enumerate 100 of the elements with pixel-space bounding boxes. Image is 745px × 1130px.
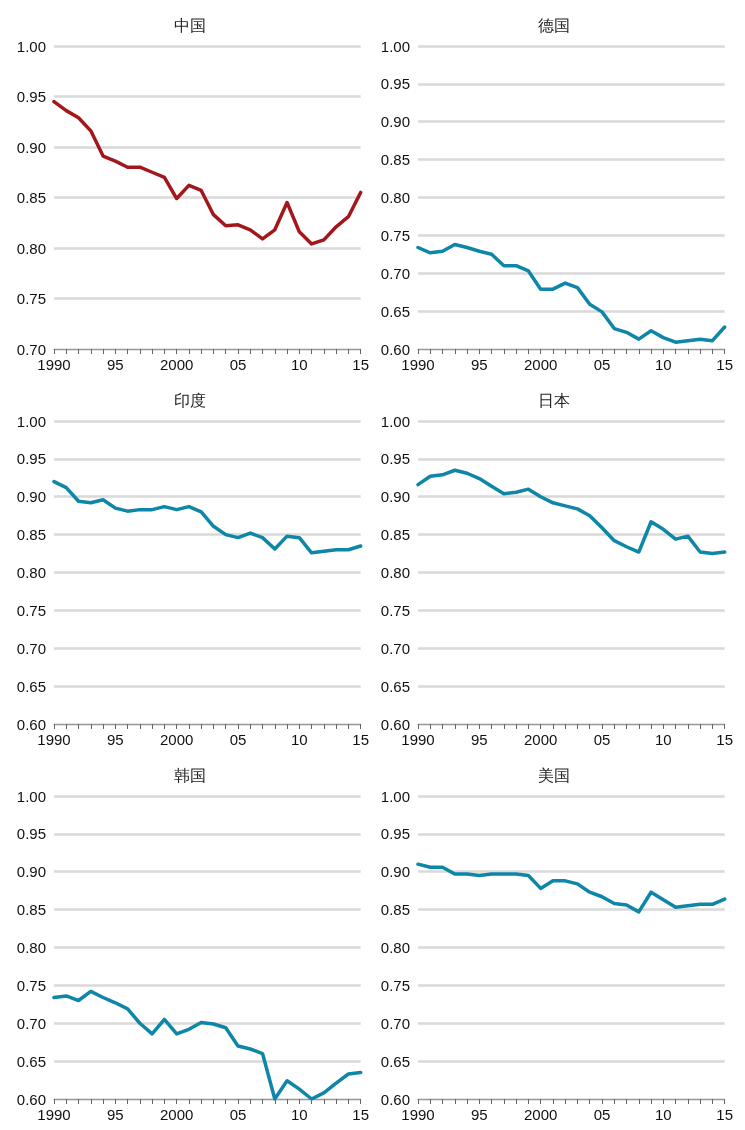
y-tick-label: 0.65: [380, 677, 410, 695]
x-tick-label: 95: [470, 731, 488, 748]
x-tick-label: 15: [716, 1106, 733, 1123]
x-tick-label: 95: [106, 731, 124, 748]
y-tick-label: 0.70: [16, 639, 46, 657]
line-series: [52, 479, 363, 555]
y-tick-label: 0.90: [16, 488, 46, 506]
x-tick-label: 2000: [159, 356, 194, 373]
line-series: [416, 242, 727, 344]
y-tick-label: 0.95: [16, 450, 46, 468]
y-tick-label: 0.95: [16, 88, 46, 105]
x-tick-label: 2000: [159, 1106, 194, 1123]
x-tick-label: 1990: [37, 356, 71, 373]
line-series: [52, 99, 363, 246]
x-tick-label: 10: [654, 731, 672, 748]
x-tick-label: 2000: [523, 356, 558, 373]
y-tick-label: 0.90: [380, 863, 410, 881]
x-tick-label: 10: [654, 1106, 672, 1123]
y-tick-label: 0.80: [380, 939, 410, 956]
y-tick-label: 0.70: [16, 1014, 46, 1032]
y-tick-label: 0.70: [380, 264, 410, 282]
y-tick-label: 0.80: [380, 189, 410, 206]
y-tick-label: 0.85: [16, 526, 46, 544]
chart-title: 韩国: [174, 766, 206, 784]
x-tick-label: 15: [352, 356, 369, 373]
y-tick-label: 1.00: [16, 412, 46, 430]
x-tick-label: 10: [290, 356, 308, 373]
y-tick-label: 0.95: [16, 825, 46, 843]
y-tick-label: 0.85: [380, 526, 410, 544]
x-tick-label: 15: [716, 731, 733, 748]
x-tick-label: 2000: [523, 731, 558, 748]
y-tick-label: 0.65: [16, 1052, 46, 1070]
y-tick-label: 0.60: [16, 715, 46, 733]
x-tick-label: 1990: [37, 731, 71, 748]
x-tick-label: 1990: [37, 1106, 71, 1123]
y-tick-label: 0.90: [16, 138, 46, 156]
y-tick-label: 0.60: [16, 1090, 46, 1108]
x-tick-label: 15: [716, 356, 733, 373]
y-tick-label: 1.00: [380, 37, 410, 55]
y-tick-label: 0.85: [16, 901, 46, 919]
x-tick-label: 05: [229, 356, 247, 373]
x-tick-label: 1990: [401, 1106, 435, 1123]
y-tick-label: 0.75: [16, 601, 46, 619]
y-tick-label: 0.95: [380, 825, 410, 843]
x-tick-label: 10: [654, 356, 672, 373]
y-tick-label: 0.60: [380, 1090, 410, 1108]
y-tick-label: 0.60: [380, 340, 410, 358]
y-tick-label: 0.80: [16, 564, 46, 581]
line-series: [416, 468, 727, 556]
chart-title: 印度: [174, 391, 206, 409]
y-tick-label: 1.00: [16, 37, 46, 55]
y-tick-label: 0.75: [16, 290, 46, 307]
y-tick-label: 0.90: [380, 488, 410, 506]
line-series: [52, 989, 363, 1101]
x-tick-label: 95: [106, 356, 124, 373]
x-tick-label: 05: [593, 356, 611, 373]
x-tick-label: 1990: [401, 356, 435, 373]
y-tick-label: 0.85: [380, 151, 410, 169]
y-tick-label: 0.85: [16, 189, 46, 206]
y-tick-label: 0.90: [380, 113, 410, 131]
x-tick-label: 05: [229, 1106, 247, 1123]
x-tick-label: 05: [593, 1106, 611, 1123]
chart-title: 美国: [538, 766, 570, 784]
y-tick-label: 0.80: [16, 239, 46, 257]
x-tick-label: 15: [352, 1106, 369, 1123]
y-tick-label: 0.75: [380, 601, 410, 619]
y-tick-label: 0.65: [380, 1052, 410, 1070]
x-tick-label: 10: [290, 1106, 308, 1123]
y-tick-label: 0.75: [380, 976, 410, 994]
x-tick-label: 05: [593, 731, 611, 748]
x-tick-label: 10: [290, 731, 308, 748]
y-tick-label: 0.80: [380, 564, 410, 581]
y-tick-label: 0.70: [16, 340, 46, 358]
y-tick-label: 0.65: [16, 677, 46, 695]
x-tick-label: 95: [470, 1106, 488, 1123]
y-tick-label: 1.00: [380, 787, 410, 805]
y-tick-label: 0.60: [380, 715, 410, 733]
chart-title: 德国: [538, 16, 570, 34]
y-tick-label: 0.90: [16, 863, 46, 881]
y-tick-label: 0.95: [380, 75, 410, 93]
y-tick-label: 0.95: [380, 450, 410, 468]
x-tick-label: 95: [470, 356, 488, 373]
y-tick-label: 1.00: [380, 412, 410, 430]
chart-title: 中国: [174, 16, 206, 34]
x-tick-label: 15: [352, 731, 369, 748]
y-tick-label: 0.80: [16, 939, 46, 956]
y-tick-label: 0.75: [16, 976, 46, 994]
x-tick-label: 2000: [523, 1106, 558, 1123]
line-series: [416, 862, 727, 914]
x-tick-label: 05: [229, 731, 247, 748]
x-tick-label: 2000: [159, 731, 194, 748]
y-tick-label: 0.70: [380, 1014, 410, 1032]
y-tick-label: 0.75: [380, 226, 410, 244]
chart-title: 日本: [538, 391, 570, 409]
y-tick-label: 0.70: [380, 639, 410, 657]
y-tick-label: 0.65: [380, 302, 410, 320]
y-tick-label: 1.00: [16, 787, 46, 805]
y-tick-label: 0.85: [380, 901, 410, 919]
x-tick-label: 1990: [401, 731, 435, 748]
x-tick-label: 95: [106, 1106, 124, 1123]
